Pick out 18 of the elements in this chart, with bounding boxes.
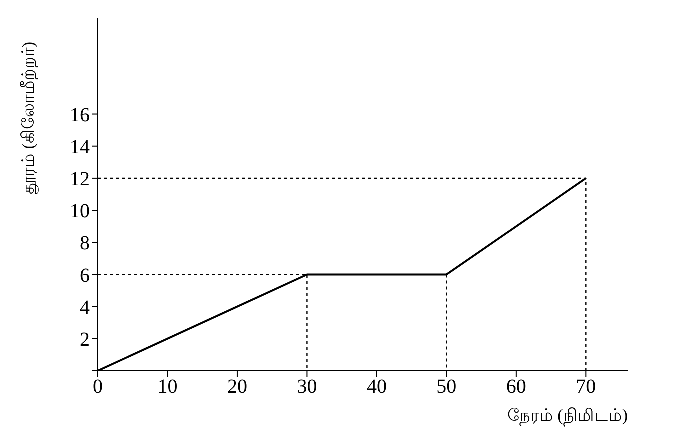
y-tick-label: 6 (80, 264, 90, 287)
x-tick-label: 20 (227, 376, 248, 398)
y-tick-label: 12 (70, 168, 90, 191)
x-tick-label: 70 (576, 376, 596, 398)
x-tick-label: 50 (436, 376, 457, 398)
x-tick-label: 60 (506, 376, 526, 398)
x-axis-title: நேரம் (நிமிடம்) (507, 406, 628, 427)
y-tick-label: 16 (70, 104, 90, 126)
y-tick-label: 10 (70, 200, 90, 223)
x-tick-label: 40 (366, 376, 387, 398)
y-axis-title: தூரம் (கிலோமீற்றர்) (19, 42, 40, 194)
x-tick-label: 30 (297, 376, 318, 398)
y-tick-label: 14 (70, 136, 90, 158)
y-tick-label: 8 (80, 232, 90, 255)
y-tick-label: 4 (80, 296, 90, 319)
y-tick-label: 2 (80, 329, 90, 352)
x-tick-label: 0 (93, 376, 103, 398)
x-tick-label: 10 (158, 376, 178, 398)
